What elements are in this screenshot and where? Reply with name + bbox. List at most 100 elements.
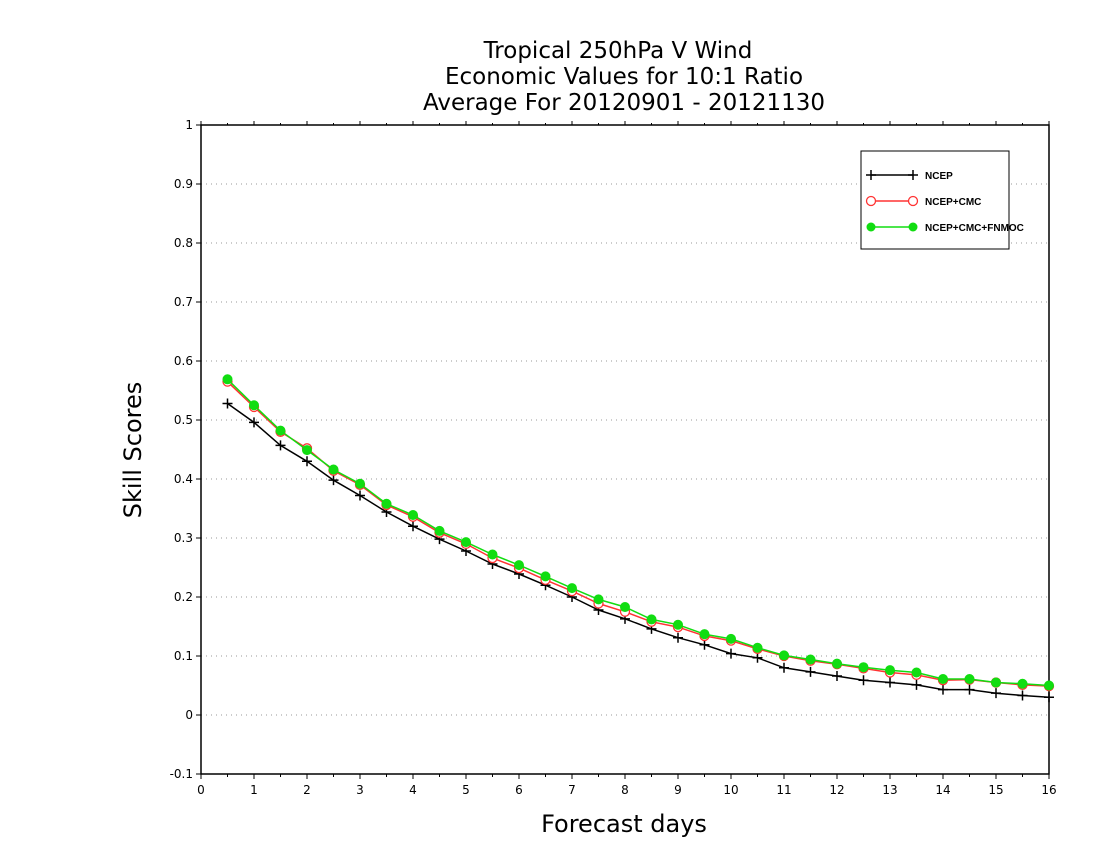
data-point-ncep-cmc-fnmoc — [726, 633, 736, 644]
x-tick-label: 1 — [250, 783, 258, 797]
chart-title-line-3: Average For 20120901 - 20121130 — [423, 90, 825, 116]
data-point-ncep — [832, 671, 842, 682]
data-point-ncep — [964, 684, 975, 695]
legend-label-2: NCEP+CMC — [925, 197, 981, 208]
data-point-ncep — [779, 662, 789, 673]
data-point-ncep-cmc-fnmoc — [434, 525, 445, 536]
data-point-ncep-cmc-fnmoc — [461, 537, 471, 548]
data-point-ncep — [726, 648, 736, 659]
data-point-ncep — [699, 639, 710, 650]
data-point-ncep-cmc-fnmoc — [540, 571, 551, 582]
data-point-ncep — [938, 684, 948, 695]
legend-marker-filled-circle — [908, 222, 918, 232]
data-point-ncep-cmc-fnmoc — [620, 602, 630, 613]
data-point-ncep — [275, 440, 286, 451]
legend-marker-open-circle — [907, 195, 919, 207]
data-point-ncep-cmc-fnmoc — [699, 629, 710, 640]
y-tick-label: 0.3 — [174, 531, 193, 545]
y-tick-label: 1 — [185, 118, 193, 132]
y-tick-label: 0.5 — [174, 413, 193, 427]
data-point-ncep-cmc-fnmoc — [964, 674, 975, 685]
legend-marker-plus — [908, 170, 918, 180]
chart-title-line-1: Tropical 250hPa V Wind — [483, 38, 753, 64]
y-tick-label: 0.1 — [174, 649, 193, 663]
data-point-ncep — [302, 456, 312, 467]
data-point-ncep — [328, 475, 339, 486]
data-point-ncep-cmc-fnmoc — [805, 654, 816, 665]
x-tick-label: 11 — [776, 783, 791, 797]
x-tick-label: 8 — [621, 783, 629, 797]
legend-marker-open-circle — [865, 195, 877, 207]
data-point-ncep-cmc-fnmoc — [514, 560, 524, 571]
chart-title: Tropical 250hPa V Wind Economic Values f… — [423, 38, 825, 116]
data-point-ncep-cmc-fnmoc — [832, 658, 842, 669]
data-point-ncep — [911, 679, 922, 690]
data-point-ncep-cmc-fnmoc — [249, 400, 259, 411]
data-point-ncep — [1017, 690, 1028, 701]
y-axis-label: Skill Scores — [119, 382, 147, 519]
y-tick-label: -0.1 — [170, 767, 193, 781]
axes: 0 1 2 3 4 5 6 7 8 9 10 11 12 13 14 15 16-0.100.10.20.30.… — [170, 118, 1057, 797]
legend-label-1: NCEP — [925, 171, 953, 182]
y-tick-label: 0 — [185, 708, 193, 722]
data-point-ncep-cmc-fnmoc — [408, 509, 418, 520]
y-tick-label: 0.7 — [174, 295, 193, 309]
legend-box — [860, 150, 1010, 250]
legend-marker-filled-circle — [866, 222, 876, 232]
x-tick-label: 3 — [356, 783, 364, 797]
data-point-ncep — [673, 632, 683, 643]
data-point-ncep-cmc-fnmoc — [328, 464, 339, 475]
x-tick-label: 6 — [515, 783, 523, 797]
data-point-ncep-cmc-fnmoc — [646, 614, 657, 625]
data-point-ncep — [752, 652, 763, 663]
data-point-ncep-cmc-fnmoc — [938, 674, 948, 685]
data-point-ncep-cmc-fnmoc — [567, 583, 577, 594]
data-point-ncep-cmc-fnmoc — [911, 667, 922, 678]
data-point-ncep — [1044, 692, 1054, 703]
x-tick-label: 12 — [829, 783, 844, 797]
x-tick-label: 16 — [1041, 783, 1056, 797]
data-point-ncep-cmc-fnmoc — [381, 498, 392, 509]
legend: NCEP NCEP+CMC NCEP+CMC+FNMOC — [860, 150, 1024, 250]
data-point-ncep-cmc-fnmoc — [222, 374, 233, 385]
data-point-ncep — [408, 521, 418, 532]
x-tick-label: 14 — [935, 783, 950, 797]
data-point-ncep-cmc-fnmoc — [779, 650, 789, 661]
data-point-ncep — [222, 398, 233, 409]
y-tick-label: 0.6 — [174, 354, 193, 368]
x-axis-label: Forecast days — [541, 810, 707, 838]
x-tick-label: 7 — [568, 783, 576, 797]
data-point-ncep-cmc-fnmoc — [1017, 678, 1028, 689]
data-point-ncep-cmc-fnmoc — [355, 478, 365, 489]
data-point-ncep-cmc-fnmoc — [858, 662, 869, 673]
y-tick-label: 0.9 — [174, 177, 193, 191]
data-point-ncep — [249, 417, 259, 428]
data-point-ncep-cmc-fnmoc — [302, 445, 312, 456]
data-point-ncep — [991, 688, 1001, 699]
legend-marker-plus — [866, 170, 876, 180]
x-tick-label: 2 — [303, 783, 311, 797]
data-point-ncep-cmc-fnmoc — [673, 619, 683, 630]
y-tick-label: 0.2 — [174, 590, 193, 604]
x-tick-label: 13 — [882, 783, 897, 797]
y-tick-label: 0.4 — [174, 472, 193, 486]
x-tick-label: 15 — [988, 783, 1003, 797]
series — [222, 374, 1055, 703]
data-point-ncep-cmc-fnmoc — [1044, 680, 1054, 691]
data-point-ncep — [885, 677, 895, 688]
data-point-ncep — [805, 666, 816, 677]
legend-label-3: NCEP+CMC+FNMOC — [925, 223, 1024, 234]
x-tick-label: 0 — [197, 783, 205, 797]
data-point-ncep-cmc-fnmoc — [487, 549, 498, 560]
data-point-ncep-cmc-fnmoc — [885, 665, 895, 676]
data-point-ncep-cmc-fnmoc — [275, 425, 286, 436]
y-tick-label: 0.8 — [174, 236, 193, 250]
x-tick-label: 10 — [723, 783, 738, 797]
x-tick-label: 4 — [409, 783, 417, 797]
x-tick-label: 5 — [462, 783, 470, 797]
chart-title-line-2: Economic Values for 10:1 Ratio — [445, 64, 803, 90]
data-point-ncep — [355, 490, 365, 501]
data-point-ncep-cmc-fnmoc — [752, 642, 763, 653]
